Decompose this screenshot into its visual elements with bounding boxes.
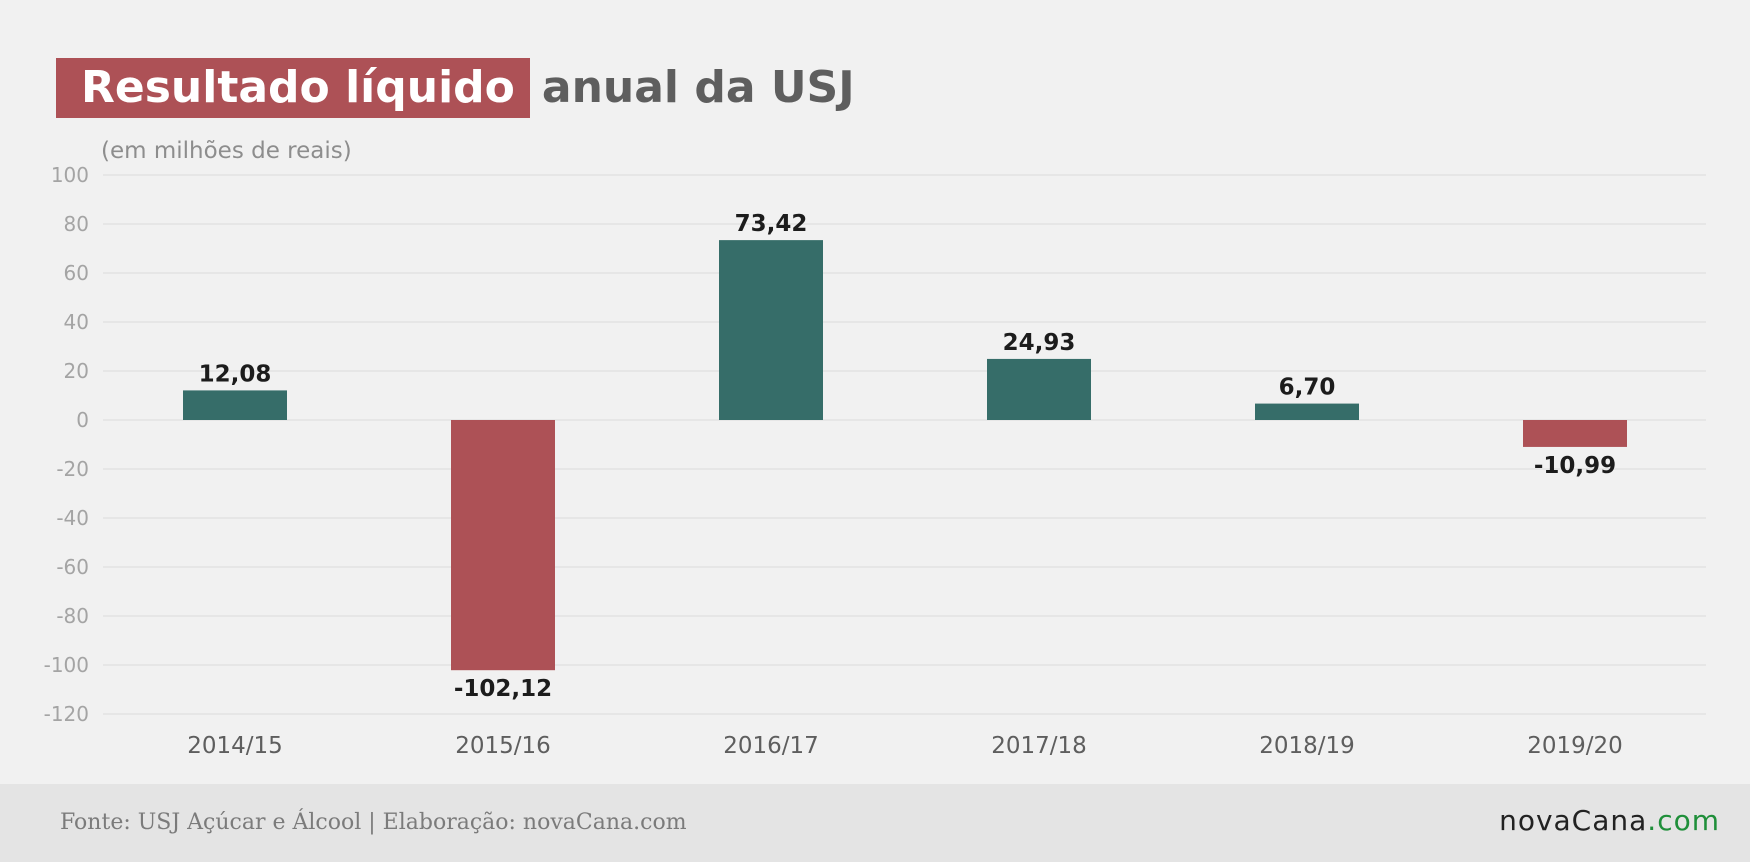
- x-tick-label: 2014/15: [187, 733, 283, 759]
- bar-2017-18: [987, 358, 1091, 420]
- chart-subtitle: (em milhões de reais): [101, 138, 352, 164]
- x-tick-label: 2015/16: [455, 733, 551, 759]
- x-tick-label: 2018/19: [1259, 733, 1355, 759]
- y-tick-label: -40: [56, 506, 89, 530]
- x-tick-label: 2019/20: [1527, 733, 1623, 759]
- y-tick-label: 80: [64, 212, 89, 236]
- title-highlight: Resultado líquido: [56, 58, 530, 118]
- title-rest: anual da USJ: [541, 62, 855, 113]
- bar-chart: 100 80 60 40 20 0 -20 -40 -60 -80 -100 -120 12,08 201…: [44, 163, 1706, 759]
- data-label: 12,08: [199, 361, 272, 387]
- chart-title: Resultado líquido anual da USJ: [56, 58, 855, 118]
- y-tick-label: -60: [56, 555, 89, 579]
- bar-2018-19: [1255, 403, 1359, 420]
- data-label: -102,12: [454, 676, 552, 702]
- y-tick-label: 40: [64, 310, 89, 334]
- y-tick-label: 100: [51, 163, 89, 187]
- y-tick-label: 60: [64, 261, 89, 285]
- brand-logo: novaCana.com: [1499, 804, 1720, 837]
- y-tick-label: 0: [76, 408, 89, 432]
- brand-main: novaCana: [1499, 804, 1648, 837]
- bar-2016-17: [719, 240, 823, 420]
- data-label: 24,93: [1003, 330, 1076, 356]
- y-tick-label: -80: [56, 604, 89, 628]
- x-tick-label: 2017/18: [991, 733, 1087, 759]
- data-label: 6,70: [1279, 375, 1336, 401]
- footer: Fonte: USJ Açúcar e Álcool | Elaboração:…: [0, 784, 1750, 862]
- y-tick-label: -120: [44, 702, 89, 726]
- brand-tld: .com: [1647, 804, 1720, 837]
- bar-2019-20: [1523, 420, 1627, 447]
- bar-2015-16: [451, 420, 555, 671]
- y-tick-label: -20: [56, 457, 89, 481]
- source-text: Fonte: USJ Açúcar e Álcool | Elaboração:…: [60, 810, 687, 835]
- x-tick-label: 2016/17: [723, 733, 819, 759]
- y-tick-label: -100: [44, 653, 89, 677]
- bar-2014-15: [183, 390, 287, 420]
- data-label: 73,42: [735, 211, 808, 237]
- data-label: -10,99: [1534, 453, 1616, 479]
- y-tick-label: 20: [64, 359, 89, 383]
